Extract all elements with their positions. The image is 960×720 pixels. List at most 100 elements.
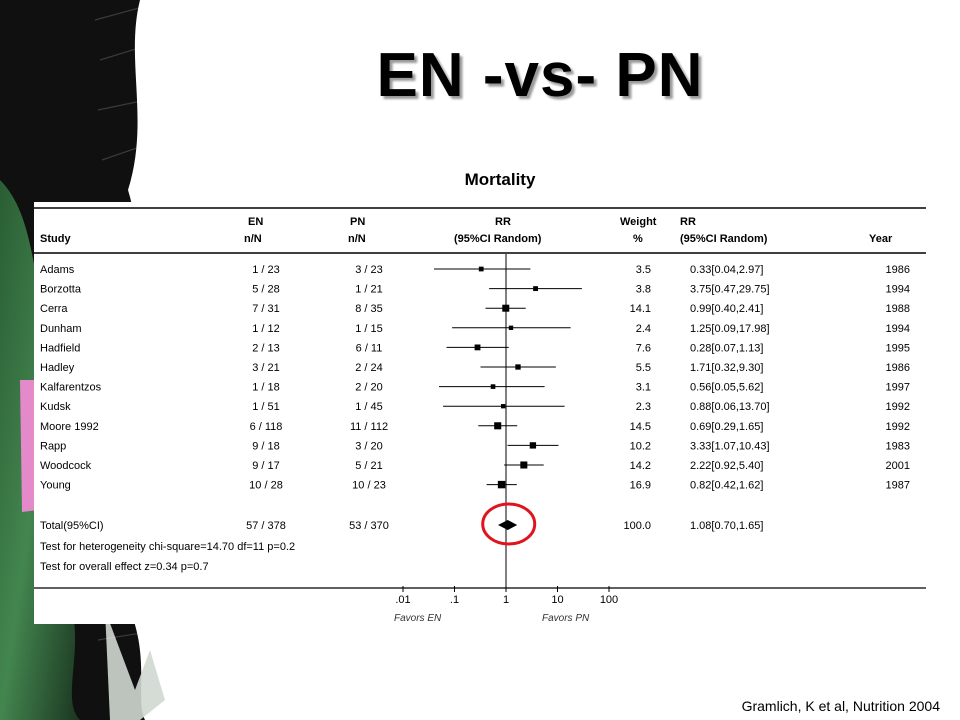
study-pn-cell: 3 / 20 — [355, 440, 383, 452]
x-tick-label: .1 — [450, 594, 459, 606]
study-study-cell: Hadley — [40, 362, 75, 374]
study-rr-text-cell: 1.71[0.32,9.30] — [690, 362, 763, 374]
header-rrval-top: RR — [680, 216, 696, 228]
favors-en-label: Favors EN — [394, 613, 442, 624]
study-point-estimate — [508, 325, 514, 330]
study-weight-cell: 5.5 — [636, 362, 651, 374]
study-rr-text-cell: 1.25[0.09,17.98] — [690, 323, 770, 335]
chart-subtitle: Mortality — [464, 170, 536, 189]
study-year-cell: 1997 — [886, 382, 910, 394]
forest-plot-panel: Study EN n/N PN n/N RR (95%CI Random) We… — [34, 202, 926, 624]
total-rr-text-cell: 1.08[0.70,1.65] — [690, 520, 763, 532]
x-tick-label: 10 — [551, 594, 563, 606]
study-rr-text-cell: 2.22[0.92,5.40] — [690, 460, 763, 472]
study-weight-cell: 2.4 — [636, 323, 651, 335]
study-year-cell: 1994 — [886, 323, 910, 335]
study-point-estimate — [494, 422, 502, 430]
study-en-cell: 2 / 13 — [252, 342, 280, 354]
study-en-cell: 1 / 18 — [252, 382, 280, 394]
study-en-cell: 6 / 118 — [250, 421, 283, 433]
study-weight-cell: 7.6 — [636, 342, 651, 354]
study-weight-cell: 16.9 — [630, 480, 651, 492]
study-year-cell: 1992 — [886, 421, 910, 433]
study-rr-text-cell: 0.28[0.07,1.13] — [690, 342, 763, 354]
study-study-cell: Kudsk — [40, 401, 71, 413]
header-rr-bottom: (95%CI Random) — [454, 233, 542, 245]
citation: Gramlich, K et al, Nutrition 2004 — [741, 698, 940, 714]
favors-pn-label: Favors PN — [542, 613, 590, 624]
study-study-cell: Adams — [40, 264, 75, 276]
study-year-cell: 1986 — [886, 264, 910, 276]
study-rr-text-cell: 0.56[0.05,5.62] — [690, 382, 763, 394]
study-en-cell: 1 / 51 — [252, 401, 280, 413]
study-rr-text-cell: 0.88[0.06,13.70] — [690, 401, 770, 413]
slide-title: EN -vs- PN — [376, 41, 704, 110]
study-year-cell: 1994 — [886, 284, 910, 296]
study-pn-cell: 10 / 23 — [352, 480, 386, 492]
header-weight-bottom: % — [633, 233, 643, 245]
study-weight-cell: 10.2 — [630, 440, 651, 452]
header-pn-top: PN — [350, 216, 365, 228]
study-study-cell: Young — [40, 480, 71, 492]
study-pn-cell: 1 / 15 — [355, 323, 383, 335]
x-tick-label: .01 — [395, 594, 410, 606]
study-pn-cell: 8 / 35 — [355, 303, 383, 315]
study-pn-cell: 1 / 45 — [355, 401, 383, 413]
study-point-estimate — [497, 480, 506, 489]
study-weight-cell: 2.3 — [636, 401, 651, 413]
header-rr-top: RR — [495, 216, 511, 228]
study-point-estimate — [500, 404, 506, 409]
study-rr-text-cell: 3.75[0.47,29.75] — [690, 284, 770, 296]
study-study-cell: Woodcock — [40, 460, 92, 472]
study-year-cell: 1987 — [886, 480, 910, 492]
heterogeneity-test: Test for heterogeneity chi-square=14.70 … — [40, 541, 295, 553]
study-pn-cell: 6 / 11 — [356, 342, 383, 354]
x-tick-label: 100 — [600, 594, 618, 606]
header-en-bottom: n/N — [244, 233, 262, 245]
study-study-cell: Dunham — [40, 323, 82, 335]
study-year-cell: 1986 — [886, 362, 910, 374]
study-point-estimate — [533, 286, 538, 292]
study-point-estimate — [478, 266, 484, 272]
header-en-top: EN — [248, 216, 263, 228]
total-study-cell: Total(95%CI) — [40, 520, 104, 532]
header-pn-bottom: n/N — [348, 233, 366, 245]
study-weight-cell: 14.1 — [630, 303, 651, 315]
study-point-estimate — [474, 344, 481, 351]
study-study-cell: Kalfarentzos — [40, 382, 102, 394]
header-year: Year — [869, 233, 893, 245]
study-study-cell: Rapp — [40, 440, 66, 452]
study-point-estimate — [490, 384, 496, 389]
study-pn-cell: 3 / 23 — [355, 264, 383, 276]
study-pn-cell: 11 / 112 — [350, 421, 388, 433]
study-year-cell: 2001 — [886, 460, 910, 472]
study-study-cell: Hadfield — [40, 342, 80, 354]
total-pn-cell: 53 / 370 — [349, 520, 389, 532]
study-rr-text-cell: 0.99[0.40,2.41] — [690, 303, 763, 315]
study-weight-cell: 3.8 — [636, 284, 651, 296]
header-study: Study — [40, 233, 71, 245]
study-en-cell: 7 / 31 — [252, 303, 280, 315]
pooled-diamond — [498, 520, 518, 530]
highlight-circle — [481, 502, 537, 546]
study-en-cell: 1 / 23 — [252, 264, 280, 276]
header-weight-top: Weight — [620, 216, 657, 228]
study-en-cell: 5 / 28 — [252, 284, 280, 296]
study-point-estimate — [502, 304, 510, 312]
total-en-cell: 57 / 378 — [246, 520, 286, 532]
study-weight-cell: 14.5 — [630, 421, 651, 433]
study-rr-text-cell: 3.33[1.07,10.43] — [690, 440, 770, 452]
x-tick-label: 1 — [503, 594, 509, 606]
study-en-cell: 10 / 28 — [249, 480, 283, 492]
study-year-cell: 1995 — [886, 342, 910, 354]
study-en-cell: 9 / 17 — [252, 460, 280, 472]
study-point-estimate — [520, 461, 528, 469]
study-weight-cell: 3.5 — [636, 264, 651, 276]
study-point-estimate — [529, 442, 537, 449]
total-weight-cell: 100.0 — [623, 520, 651, 532]
study-year-cell: 1988 — [886, 303, 910, 315]
study-rr-text-cell: 0.82[0.42,1.62] — [690, 480, 763, 492]
study-study-cell: Moore 1992 — [40, 421, 99, 433]
study-en-cell: 9 / 18 — [252, 440, 280, 452]
study-rr-text-cell: 0.69[0.29,1.65] — [690, 421, 763, 433]
